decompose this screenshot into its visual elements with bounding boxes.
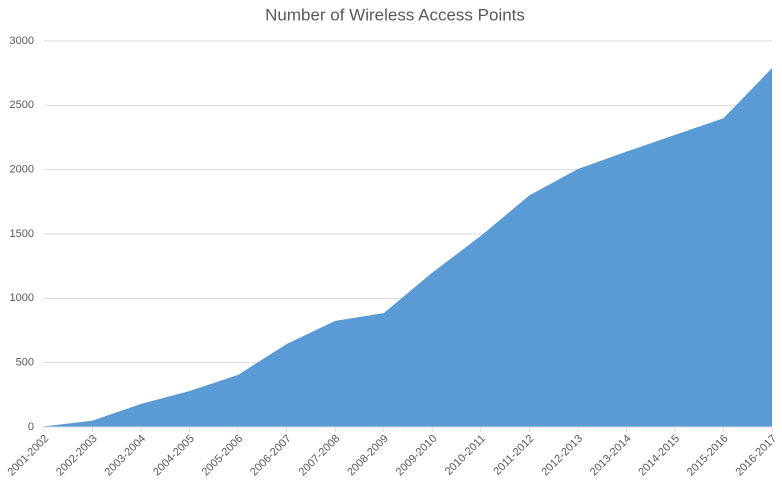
y-tick-label: 500 [16,357,34,369]
chart-title: Number of Wireless Access Points [265,5,525,24]
x-tick-label: 2016-2017 [733,433,779,479]
y-tick-label: 3000 [10,35,34,47]
x-tick-label: 2011-2012 [491,433,536,478]
y-tick-label: 0 [28,421,34,433]
x-tick-label: 2001-2002 [5,433,51,479]
y-tick-label: 1000 [10,292,34,304]
y-tick-label: 1500 [10,228,34,240]
y-tick-label: 2000 [10,164,34,176]
x-tick-label: 2012-2013 [539,433,585,479]
x-tick-label: 2004-2005 [151,433,197,479]
x-tick-label: 2007-2008 [297,433,343,479]
x-tick-label: 2014-2015 [636,433,682,479]
x-tick-label: 2006-2007 [248,433,294,479]
x-tick-label: 2010-2011 [443,433,488,478]
x-tick-label: 2015-2016 [685,433,731,479]
x-tick-label: 2013-2014 [588,433,634,479]
area [44,68,772,428]
y-tick-label: 2500 [10,99,34,111]
x-tick-label: 2002-2003 [54,433,100,479]
x-tick-label: 2003-2004 [103,433,149,479]
x-tick-label: 2005-2006 [200,433,246,479]
x-tick-label: 2009-2010 [394,433,440,479]
x-tick-label: 2008-2009 [345,433,391,479]
